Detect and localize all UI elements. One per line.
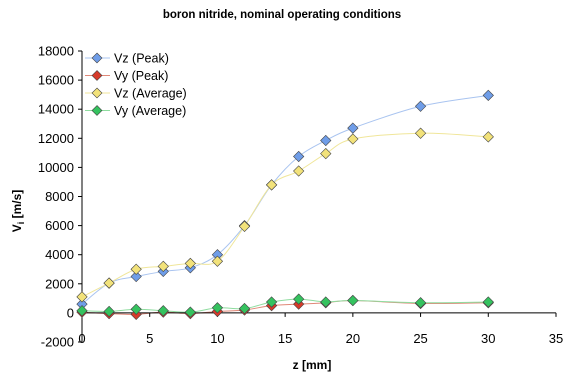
data-point-vz-average [157,260,169,272]
legend-item-vy-peak: Vy (Peak) [114,69,168,83]
series-line-vy-average [81,298,489,313]
y-tick-label: 6000 [45,218,74,233]
x-tick-label: 15 [278,331,292,346]
data-point-vz-average [265,179,278,191]
data-point-vz-peak [482,89,494,102]
x-axis-label: z [mm] [293,358,332,372]
y-axis-label-subscript: i [16,222,26,225]
data-point-vy-average [293,293,305,305]
data-point-vz-average [347,133,359,145]
x-tick-label: 35 [549,331,563,346]
data-point-vz-peak [130,270,142,283]
data-point-vy-average [347,294,359,307]
x-tick-label: 20 [346,331,360,346]
y-tick-label: -2000 [41,335,74,350]
data-point-vz-average [76,291,88,303]
chart-title: boron nitride, nominal operating conditi… [163,9,401,21]
y-tick-label: 14000 [38,102,74,117]
data-point-vz-average [482,131,494,143]
data-point-vy-average [76,305,88,317]
legend-marker [91,52,103,64]
series-line-vz-peak [81,94,489,305]
x-tick-label: 10 [210,331,224,346]
x-axis-ticks: 0 5 10 15 20 25 30 35 [78,312,563,346]
legend-marker [91,70,103,81]
plot-area: 0 5 10 15 20 25 30 35 -2000 0 2000 4000 6000 8000 100… [38,44,563,350]
data-point-vy-average [265,296,278,308]
data-point-vy-average [414,297,427,309]
y-tick-label: 18000 [38,44,74,59]
data-point-vz-peak [414,100,427,112]
y-axis-label-units: [m/s] [10,190,24,222]
data-point-vz-average [293,165,305,177]
data-point-vz-average [414,127,427,139]
y-tick-label: 4000 [45,247,74,262]
data-point-vz-average [130,263,142,275]
x-tick-label: 30 [481,331,495,346]
y-tick-label: 10000 [38,160,74,175]
data-point-vy-average [482,296,494,308]
data-point-vz-average [238,220,251,232]
data-point-vz-peak [347,122,359,134]
x-tick-label: 5 [146,331,153,346]
data-point-vy-average [238,302,251,315]
data-point-vz-average [211,255,224,267]
data-point-vz-peak [320,134,332,147]
x-tick-label: 0 [78,331,85,346]
series-markers [76,89,494,320]
series-lines [81,94,489,315]
y-tick-label: 12000 [38,131,74,146]
legend-item-vz-peak: Vz (Peak) [114,52,169,66]
legend-item-vz-average: Vz (Average) [114,87,187,101]
data-point-vy-average [320,296,332,308]
y-axis-ticks: -2000 0 2000 4000 6000 8000 10000 12000 14000 160… [38,44,82,350]
legend-marker [91,87,103,99]
legend-marker [91,105,103,116]
y-axis-label-main: V [10,224,24,232]
data-point-vy-average [130,303,142,315]
data-point-vz-average [103,277,115,289]
y-tick-label: 16000 [38,73,74,88]
data-point-vy-average [103,305,115,318]
data-point-vy-average [157,305,169,317]
legend: Vz (Peak) Vy (Peak) Vz (Average) Vy (Averag… [85,52,187,118]
data-point-vy-average [211,302,224,314]
y-tick-label: 8000 [45,189,74,204]
series-line-vz-average [81,132,489,298]
x-tick-label: 25 [413,331,427,346]
data-point-vz-average [184,257,196,270]
data-point-vz-average [320,147,332,160]
y-tick-label: 2000 [45,276,74,291]
y-axis-label: Vi [m/s] [10,190,26,233]
legend-item-vy-average: Vy (Average) [114,104,186,118]
data-point-vy-average [184,306,196,318]
y-tick-label: 0 [67,305,74,320]
data-point-vz-peak [293,150,305,163]
